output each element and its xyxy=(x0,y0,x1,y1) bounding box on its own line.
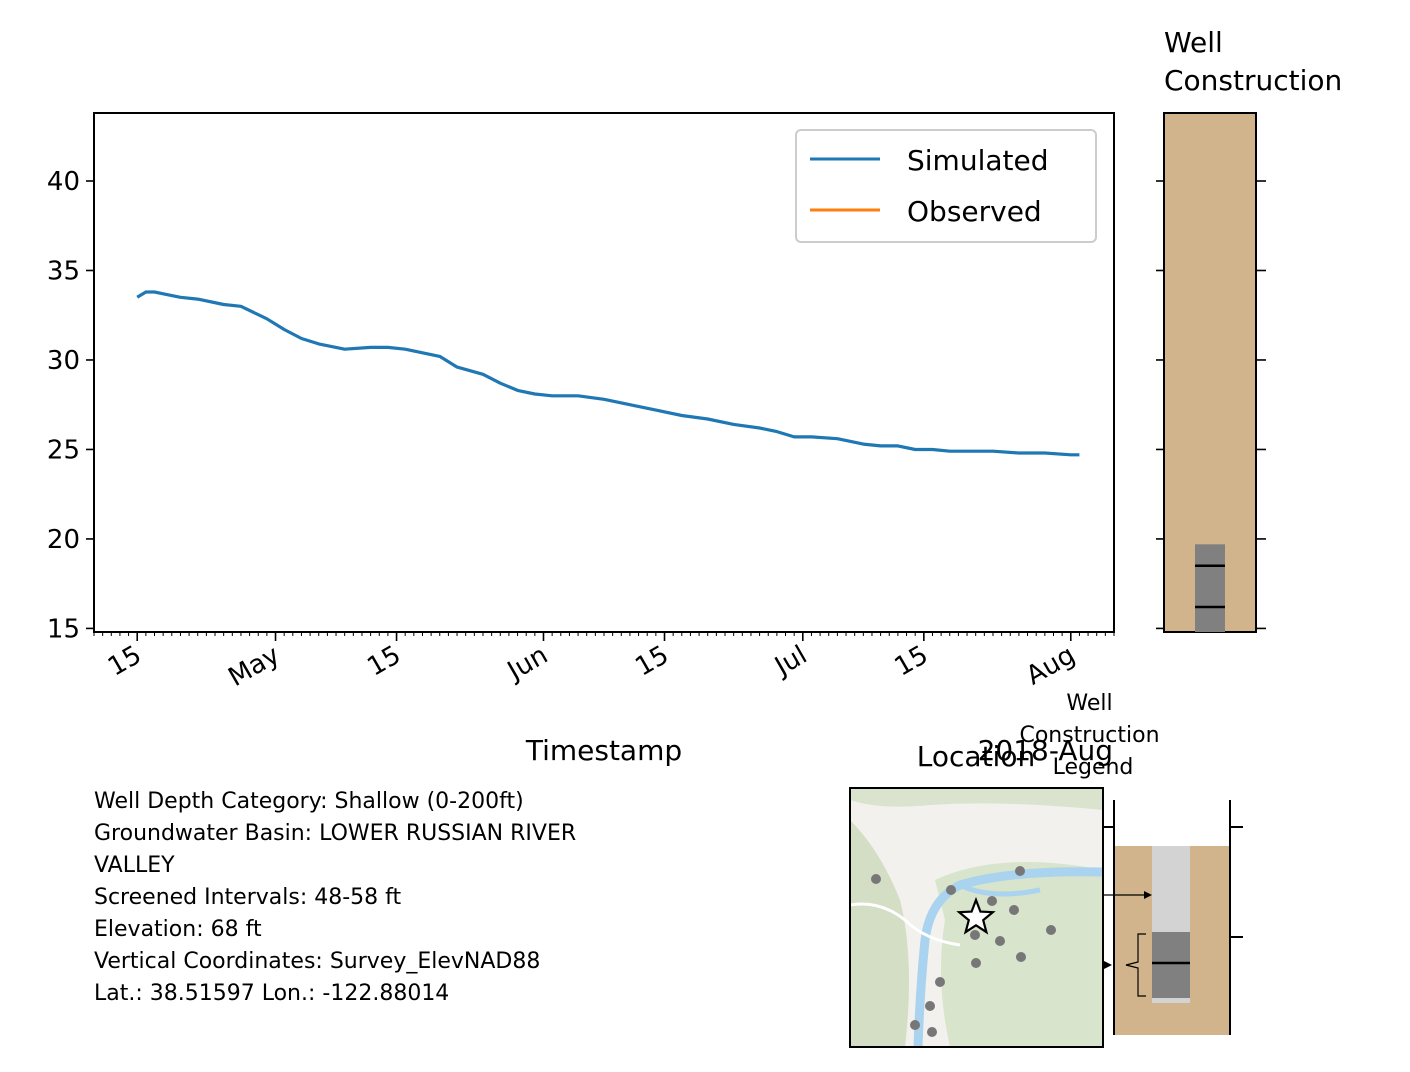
star-icon xyxy=(956,896,996,935)
x-offset-label: 2018-Aug xyxy=(978,734,1113,767)
info-lat-lon: Lat.: 38.51597 Lon.: -122.88014 xyxy=(94,981,450,1006)
map-hills-top xyxy=(850,788,1103,810)
info-elevation: Elevation: 68 ft xyxy=(94,917,262,942)
map-well-point xyxy=(971,958,981,968)
arrow-head-icon xyxy=(1104,961,1112,969)
legend-panel-title-line-2: Construction xyxy=(1019,723,1159,748)
map-well-point xyxy=(946,885,956,895)
map-well-point xyxy=(925,1001,935,1011)
map-well-point xyxy=(970,930,980,940)
map-well-point xyxy=(1016,952,1026,962)
info-basin: Groundwater Basin: LOWER RUSSIAN RIVER xyxy=(94,821,577,846)
well-construction-legend: Well Construction Legend xyxy=(1019,691,1243,1035)
y-tick-label: 35 xyxy=(47,256,80,286)
main-x-axis: 15 May 15 Jun 15 Jul 15 Aug xyxy=(93,632,1115,693)
y-tick-label: 30 xyxy=(47,346,80,376)
y-tick-label: 15 xyxy=(47,614,80,644)
map-well-points xyxy=(871,866,1056,1037)
map-well-point xyxy=(1046,925,1056,935)
well-screen-interval xyxy=(1195,544,1225,632)
arrow-head-icon xyxy=(1144,891,1152,899)
x-tick-label: 15 xyxy=(890,640,934,683)
map-well-point xyxy=(987,896,997,906)
map-well-point xyxy=(910,1020,920,1030)
map-frame xyxy=(849,787,1104,1048)
well-construction-panel: Well Construction xyxy=(1156,26,1342,633)
legend-panel-title-line-1: Well xyxy=(1066,691,1112,716)
legend-label-observed: Observed xyxy=(907,195,1042,228)
x-tick-label: Jul xyxy=(768,640,812,683)
map-hills-left xyxy=(850,820,909,1047)
x-tick-label: May xyxy=(223,640,285,693)
x-tick-label: Aug xyxy=(1021,640,1080,691)
well-info: Well Depth Category: Shallow (0-200ft) G… xyxy=(94,786,794,1010)
info-basin-continued: VALLEY xyxy=(94,853,175,878)
map-river xyxy=(913,867,1104,1048)
info-screened-intervals: Screened Intervals: 48-58 ft xyxy=(94,885,402,910)
info-vertical-coordinates: Vertical Coordinates: Survey_ElevNAD88 xyxy=(94,949,541,974)
legend-panel-title-line-3: Legend xyxy=(1053,755,1134,780)
x-tick-label: Jun xyxy=(501,640,553,687)
legend-screen-block xyxy=(1152,932,1190,998)
main-y-axis: 15 20 25 30 35 40 xyxy=(47,167,94,644)
y-tick-label: 20 xyxy=(47,525,80,555)
well-construction-title: Well Construction xyxy=(1164,26,1342,97)
location-title: Location xyxy=(917,740,1035,773)
legend-bottom-block xyxy=(1152,998,1190,1003)
well-y-ticks xyxy=(1156,180,1266,630)
legend-brace xyxy=(1125,933,1146,997)
legend-panel-title: Well Construction Legend xyxy=(1019,691,1166,780)
map-well-point xyxy=(1015,866,1025,876)
well-construction-title-line-2: Construction xyxy=(1164,64,1342,97)
well-construction-title-line-1: Well xyxy=(1164,26,1223,59)
map-road xyxy=(849,902,961,947)
x-tick-label: 15 xyxy=(103,640,147,683)
legend: Simulated Observed xyxy=(795,129,1097,243)
legend-label-simulated: Simulated xyxy=(907,144,1049,177)
location-map-panel: Location xyxy=(849,740,1104,1048)
series-line-simulated xyxy=(136,290,1080,457)
y-tick-label: 25 xyxy=(47,435,80,465)
map-well-point xyxy=(927,1027,937,1037)
map-well-point xyxy=(871,874,881,884)
map-well-point xyxy=(1009,905,1019,915)
map-river-branch xyxy=(958,882,1041,897)
map-well-point xyxy=(935,977,945,987)
x-tick-label: 15 xyxy=(362,640,406,683)
main-chart: 15 20 25 30 35 40 15 May 15 Jun 15 Jul 15 Aug Timest… xyxy=(47,112,1115,767)
x-tick-label: 15 xyxy=(630,640,674,683)
legend-casing-block xyxy=(1152,846,1190,934)
y-tick-label: 40 xyxy=(47,167,80,197)
series-group xyxy=(136,290,1080,457)
x-axis-title: Timestamp xyxy=(525,734,682,767)
map-well-point xyxy=(995,936,1005,946)
info-depth-category: Well Depth Category: Shallow (0-200ft) xyxy=(94,789,524,814)
